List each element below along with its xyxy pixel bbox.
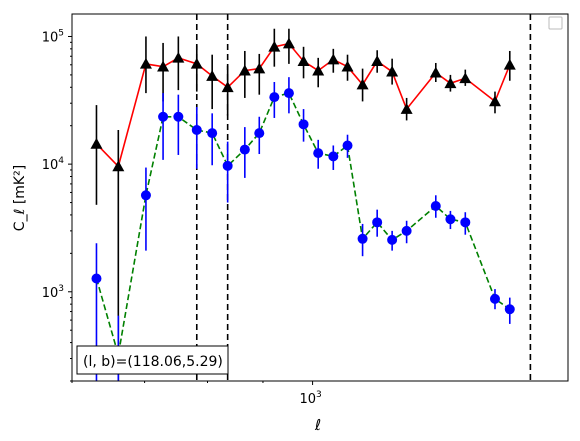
series-2-point (91, 273, 102, 284)
series-1-point (297, 55, 310, 67)
series-2-point (342, 140, 353, 151)
series-2-point (207, 128, 218, 139)
annotation-box (76, 345, 229, 375)
y-tick-label: 103 (42, 284, 64, 301)
series-1-point (488, 95, 501, 107)
series-1-point (282, 37, 295, 49)
series-1-point (429, 66, 442, 78)
series-1 (90, 28, 516, 381)
series-2-point (401, 225, 412, 236)
series-1-point (190, 57, 203, 69)
series-1-point (312, 64, 325, 76)
series-2-point (445, 214, 456, 225)
series-2-point (269, 92, 280, 103)
series-2-point (283, 88, 294, 99)
series-1-point (371, 55, 384, 67)
legend (548, 16, 563, 30)
series-2 (91, 77, 515, 381)
series-2-point (313, 148, 324, 159)
series-2-point (504, 304, 515, 315)
series-2-point (191, 125, 202, 136)
series-2-point (357, 233, 368, 244)
series-2-point (489, 293, 500, 304)
series-1-point (268, 40, 281, 52)
series-1-point (503, 58, 516, 70)
annotation: (l, b)=(118.06,5.29) (76, 345, 229, 375)
series-1-point (90, 137, 103, 149)
series-1-point (238, 64, 251, 76)
series-2-point (158, 111, 169, 122)
series-1-point (341, 60, 354, 72)
series-1-point (206, 70, 219, 81)
series-2-point (173, 111, 184, 122)
y-axis-label: C_ℓ [mK²] (12, 165, 28, 231)
series-1-point (356, 78, 369, 90)
series-2-point (254, 128, 265, 139)
series-1-point (221, 81, 234, 93)
plot-area (90, 14, 532, 381)
y-tick-label: 104 (42, 156, 65, 173)
series-1-point (157, 60, 170, 72)
series-2-point (239, 144, 250, 155)
series-1-point (327, 53, 340, 65)
plot-content (90, 14, 532, 381)
plot-frame (71, 13, 569, 382)
series-1-point (112, 160, 125, 172)
series-2-point (372, 217, 383, 228)
series-2-point (298, 119, 309, 130)
series-2-point (222, 160, 233, 171)
series-1-point (386, 65, 399, 77)
series-2-point (328, 151, 339, 162)
series-2-point (430, 200, 441, 211)
series-1-point (400, 103, 413, 114)
legend-box (548, 16, 563, 30)
series-2-point (140, 190, 151, 201)
annotation-label: (l, b)=(118.06,5.29) (83, 354, 223, 370)
x-axis-label: ℓ (314, 416, 321, 434)
axis-ticks: 103 104 105 103 (42, 28, 322, 407)
x-tick-label: 103 (299, 390, 321, 407)
series-1-point (139, 57, 152, 69)
series-1-point (253, 62, 266, 74)
series-2-point (387, 234, 398, 245)
series-2-point (460, 217, 471, 228)
series-1-point (444, 77, 457, 89)
series-1-point (172, 51, 185, 63)
series-1-point (459, 72, 472, 84)
y-tick-label: 105 (42, 28, 64, 45)
